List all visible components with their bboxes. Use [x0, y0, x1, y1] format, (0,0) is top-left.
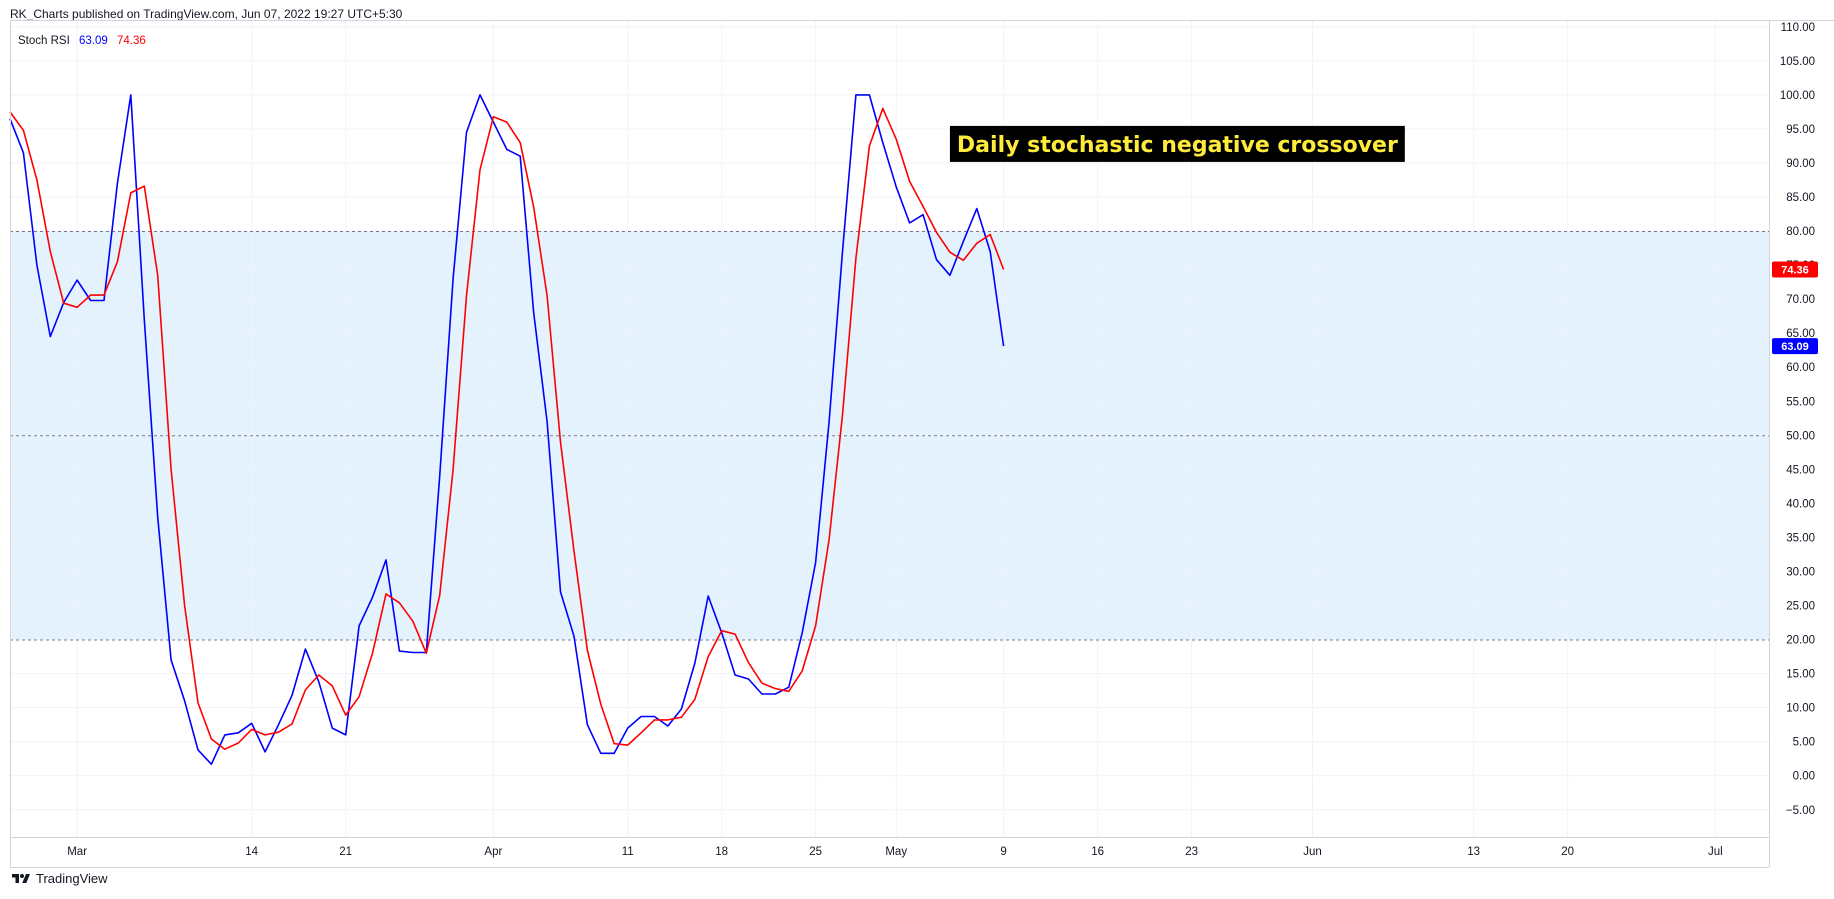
x-tick-label: 21 — [339, 846, 352, 858]
y-tick-label: 65.00 — [1786, 328, 1815, 340]
y-tick-label: 20.00 — [1786, 635, 1815, 647]
y-tick-label: 70.00 — [1786, 294, 1815, 306]
y-tick-label: 60.00 — [1786, 362, 1815, 374]
tradingview-brand: TradingView — [36, 871, 108, 886]
series-lines — [9, 94, 1005, 766]
y-tick-label: 95.00 — [1786, 124, 1815, 136]
last-value-text: 63.09 — [1781, 341, 1809, 353]
y-tick-label: 90.00 — [1786, 158, 1815, 170]
y-tick-label: 10.00 — [1786, 703, 1815, 715]
tradingview-logo-icon — [12, 873, 30, 883]
y-tick-label: 25.00 — [1786, 601, 1815, 613]
last-value-tags: 74.36 63.09 — [1772, 261, 1818, 355]
last-value-text: 74.36 — [1781, 264, 1809, 276]
y-tick-label: 85.00 — [1786, 192, 1815, 204]
y-tick-label: 30.00 — [1786, 566, 1815, 578]
x-tick-label: 16 — [1091, 846, 1104, 858]
k-value: 63.09 — [78, 35, 108, 47]
y-tick-label: 35.00 — [1786, 532, 1815, 544]
y-tick-label: 40.00 — [1786, 498, 1815, 510]
band-lines — [10, 231, 1769, 641]
x-tick-label: 25 — [809, 846, 822, 858]
x-tick-label: Jul — [1708, 846, 1723, 858]
horizontal-grid — [10, 26, 1769, 811]
x-tick-label: 11 — [622, 846, 634, 858]
y-tick-label: 15.00 — [1786, 669, 1815, 681]
x-tick-label: May — [885, 846, 907, 858]
x-tick-label: Jun — [1303, 846, 1322, 858]
last-value-tag — [1772, 261, 1818, 278]
y-tick-label: 45.00 — [1786, 464, 1815, 476]
x-tick-label: 18 — [715, 846, 728, 858]
x-tick-label: 14 — [245, 846, 258, 858]
x-tick-label: 9 — [1000, 846, 1006, 858]
tradingview-footer[interactable]: TradingView — [10, 871, 108, 886]
y-tick-label: −5.00 — [1786, 805, 1815, 817]
time-axis[interactable]: Mar 14 21 Apr 11 18 25 May 9 16 23 Jun 13 20 Jul — [67, 846, 1722, 858]
price-axis[interactable]: 110.00105.00100.0095.0090.0085.0080.0075… — [1780, 22, 1815, 817]
y-tick-label: 110.00 — [1781, 22, 1815, 34]
y-tick-label: 0.00 — [1793, 771, 1815, 783]
x-tick-label: Apr — [484, 846, 502, 858]
annotation: Daily stochastic negative crossover — [949, 125, 1405, 162]
annotation-text: Daily stochastic negative crossover — [957, 133, 1398, 158]
stoch-k-line — [9, 94, 1005, 766]
publish-header: RK_Charts published on TradingView.com, … — [10, 7, 403, 21]
x-tick-label: 23 — [1185, 846, 1198, 858]
y-tick-label: 55.00 — [1786, 396, 1815, 408]
y-tick-label: 50.00 — [1786, 430, 1815, 442]
annotation-box — [949, 125, 1405, 162]
y-tick-label: 105.00 — [1780, 56, 1815, 68]
y-tick-label: 5.00 — [1793, 737, 1815, 749]
indicator-legend[interactable]: Stoch RSI 63.09 74.36 — [18, 35, 146, 47]
y-tick-label: 80.00 — [1786, 226, 1815, 238]
last-value-tag — [1772, 338, 1818, 355]
x-tick-label: 20 — [1561, 846, 1574, 858]
x-tick-label: Mar — [67, 846, 87, 858]
x-tick-label: 13 — [1467, 846, 1480, 858]
stoch-d-line — [9, 107, 1005, 751]
indicator-name: Stoch RSI — [18, 35, 70, 47]
y-tick-label: 100.00 — [1780, 90, 1815, 102]
d-value: 74.36 — [116, 35, 146, 47]
